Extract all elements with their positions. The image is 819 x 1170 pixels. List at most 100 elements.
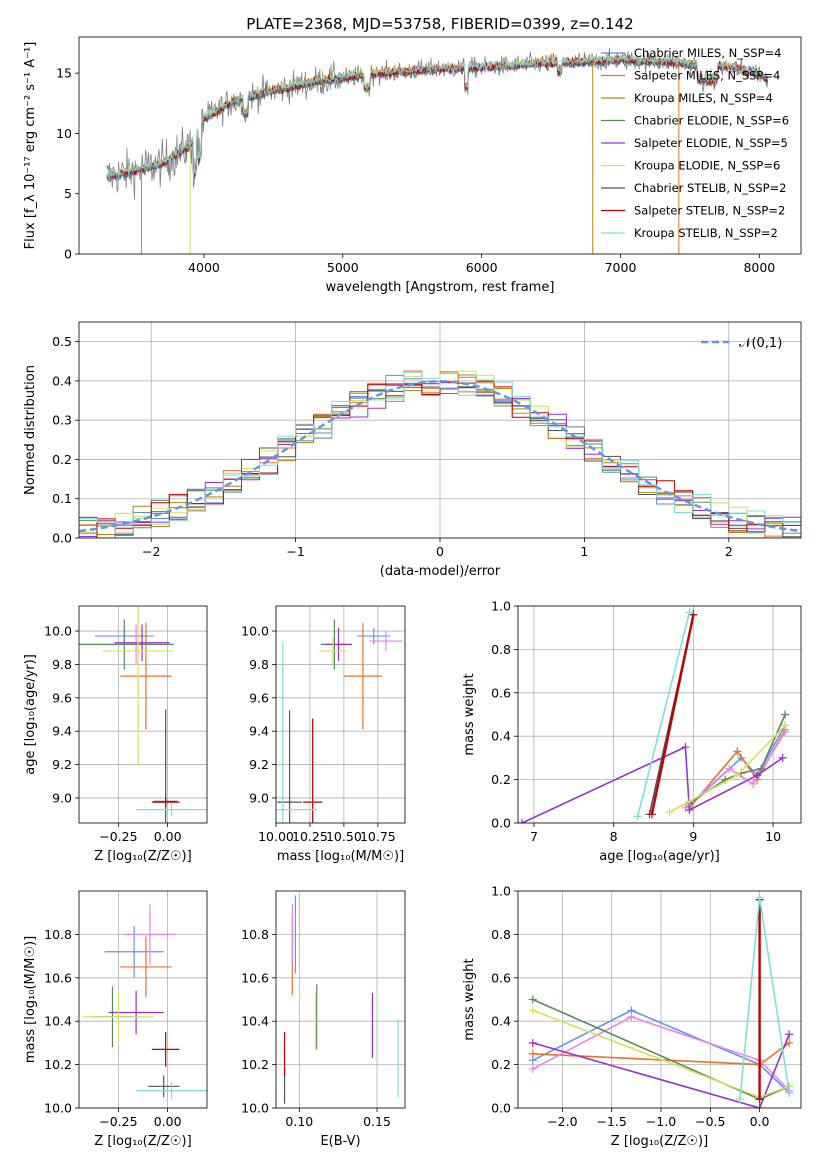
- mass-weight-marker: [781, 710, 790, 719]
- y-tick-label: 10.8: [241, 927, 269, 942]
- mass-weight-marker: [733, 747, 742, 756]
- x-tick-label: 2: [725, 544, 733, 559]
- x-tick-label: −2.0: [547, 1114, 577, 1129]
- y-tick-label: 0.6: [491, 685, 511, 700]
- y-tick-label: 9.2: [249, 757, 269, 772]
- y-tick-label: 10.0: [241, 1101, 269, 1116]
- x-tick-label: 0.15: [363, 1114, 391, 1129]
- x-axis-label: age [log₁₀(age/yr)]: [599, 849, 720, 864]
- legend-entry: Salpeter MILES, N_SSP=4: [634, 69, 780, 83]
- y-axis-label: age [log₁₀(age/yr)]: [23, 654, 38, 775]
- y-tick-label: 0: [64, 247, 72, 262]
- x-tick-label: −2: [142, 544, 160, 559]
- x-tick-label: 5000: [327, 260, 359, 275]
- y-tick-label: 0.4: [52, 373, 72, 388]
- mass-weight-line: [636, 612, 691, 817]
- mass-weight-marker: [633, 812, 642, 821]
- legend-entry: 𝒩(0,1): [739, 336, 782, 351]
- legend-entry: Kroupa ELODIE, N_SSP=6: [634, 159, 780, 173]
- normal-reference-curve: [79, 380, 801, 533]
- x-tick-label: −1.0: [646, 1114, 676, 1129]
- mass-weight-marker: [528, 1038, 537, 1047]
- axes-frame: [517, 605, 802, 824]
- y-tick-label: 10.0: [44, 1101, 72, 1116]
- x-tick-label: 7: [530, 829, 538, 844]
- y-tick-label: 0.4: [491, 729, 511, 744]
- y-tick-label: 9.0: [52, 790, 72, 805]
- mass-weight-line: [532, 1016, 790, 1092]
- x-tick-label: 8000: [743, 260, 775, 275]
- mass-weight-line: [532, 1033, 790, 1108]
- plot-area-residuals: [79, 322, 801, 538]
- legend-entry: Salpeter ELODIE, N_SSP=5: [634, 136, 788, 150]
- mass-weight-marker: [689, 610, 698, 619]
- panel-mass-vs-Z: −0.25 0.00 10.0 10.2 10.4 10.6 10.8 Z [log₁₀(Z/…: [23, 890, 208, 1149]
- mass-weight-marker: [665, 808, 674, 817]
- y-tick-label: 9.6: [52, 690, 72, 705]
- y-tick-label: 10.0: [44, 624, 72, 639]
- x-tick-label: 10: [765, 829, 781, 844]
- mass-weight-marker: [725, 764, 734, 773]
- mass-weight-marker: [755, 1104, 764, 1108]
- mass-weight-line: [532, 1009, 790, 1094]
- axes-frame: [78, 605, 208, 824]
- x-tick-label: 7000: [605, 260, 637, 275]
- mass-weight-marker: [528, 1064, 537, 1073]
- y-tick-label: 10.4: [44, 1014, 72, 1029]
- grid-age-vs-Z: [79, 606, 207, 823]
- mass-weight-marker: [755, 893, 764, 902]
- mass-weight-marker: [781, 721, 790, 730]
- legend-entry: Chabrier ELODIE, N_SSP=6: [634, 114, 789, 128]
- mass-weight-marker: [735, 1095, 744, 1104]
- axes-frame: [78, 321, 802, 539]
- x-tick-label: −0.25: [99, 829, 137, 844]
- x-tick-label: 9: [689, 829, 697, 844]
- panel-weight-vs-age: 7 8 9 10 0.0 0.2 0.4 0.6 0.8 1.0 age [log₁₀(age/yr…: [462, 599, 802, 864]
- panel-spectrum: 4000 5000 6000 7000 8000 0 5 10 15 wavelength [An…: [23, 36, 802, 295]
- x-tick-label: 4000: [188, 260, 220, 275]
- axes-frame: [517, 890, 802, 1109]
- x-axis-label: wavelength [Angstrom, rest frame]: [326, 280, 555, 295]
- y-tick-label: 9.4: [52, 724, 72, 739]
- model-spectrum: [106, 54, 769, 180]
- mass-weight-marker: [785, 1030, 794, 1039]
- y-tick-label: 10.2: [44, 1057, 72, 1072]
- y-tick-label: 0.2: [52, 452, 72, 467]
- mass-weight-marker: [518, 819, 526, 823]
- residual-histogram: [79, 371, 801, 538]
- y-tick-label: 9.2: [52, 757, 72, 772]
- x-tick-label: 1: [580, 544, 588, 559]
- plot-area-age-vs-Z: [79, 606, 207, 823]
- panel-age-vs-Z: −0.25 0.00 9.0 9.2 9.4 9.6 9.8 10.0 Z [log₁₀(Z/Z…: [23, 605, 208, 864]
- x-tick-label: 10.00: [258, 829, 294, 844]
- y-tick-label: 9.0: [249, 790, 269, 805]
- x-tick-label: 10.25: [292, 829, 328, 844]
- y-tick-label: 10.6: [44, 970, 72, 985]
- x-tick-label: 0.0: [750, 1114, 770, 1129]
- y-tick-label: 9.4: [249, 724, 269, 739]
- axes-frame: [275, 605, 406, 824]
- grid-weight-vs-age: [518, 606, 801, 823]
- x-tick-label: 0.10: [285, 1114, 313, 1129]
- y-tick-label: 9.6: [249, 690, 269, 705]
- mass-weight-marker: [733, 771, 742, 780]
- y-tick-label: 10.4: [241, 1014, 269, 1029]
- grid-mass-vs-Z: [79, 891, 207, 1108]
- grid-mass-vs-EBV: [276, 891, 405, 1108]
- y-axis-label: mass weight: [462, 673, 477, 755]
- panel-weight-vs-Z: −2.0 −1.5 −1.0 −0.5 0.0 0.0 0.2 0.4 0.6 0.8 1.0 Z […: [462, 884, 802, 1149]
- axes-frame: [78, 36, 802, 255]
- mass-weight-marker: [685, 797, 694, 806]
- axes-frame: [275, 890, 406, 1109]
- y-tick-label: 10.6: [241, 970, 269, 985]
- x-axis-label: Z [log₁₀(Z/Z☉)]: [94, 849, 191, 864]
- x-axis-label: E(B-V): [320, 1134, 360, 1149]
- x-tick-label: 10.75: [360, 829, 396, 844]
- legend-entry: Kroupa STELIB, N_SSP=2: [634, 226, 778, 240]
- y-tick-label: 0.2: [491, 772, 511, 787]
- grid-age-vs-mass: [276, 606, 405, 823]
- y-axis-label: Normed distribution: [23, 365, 38, 495]
- x-axis-label: mass [log₁₀(M/M☉)]: [277, 849, 404, 864]
